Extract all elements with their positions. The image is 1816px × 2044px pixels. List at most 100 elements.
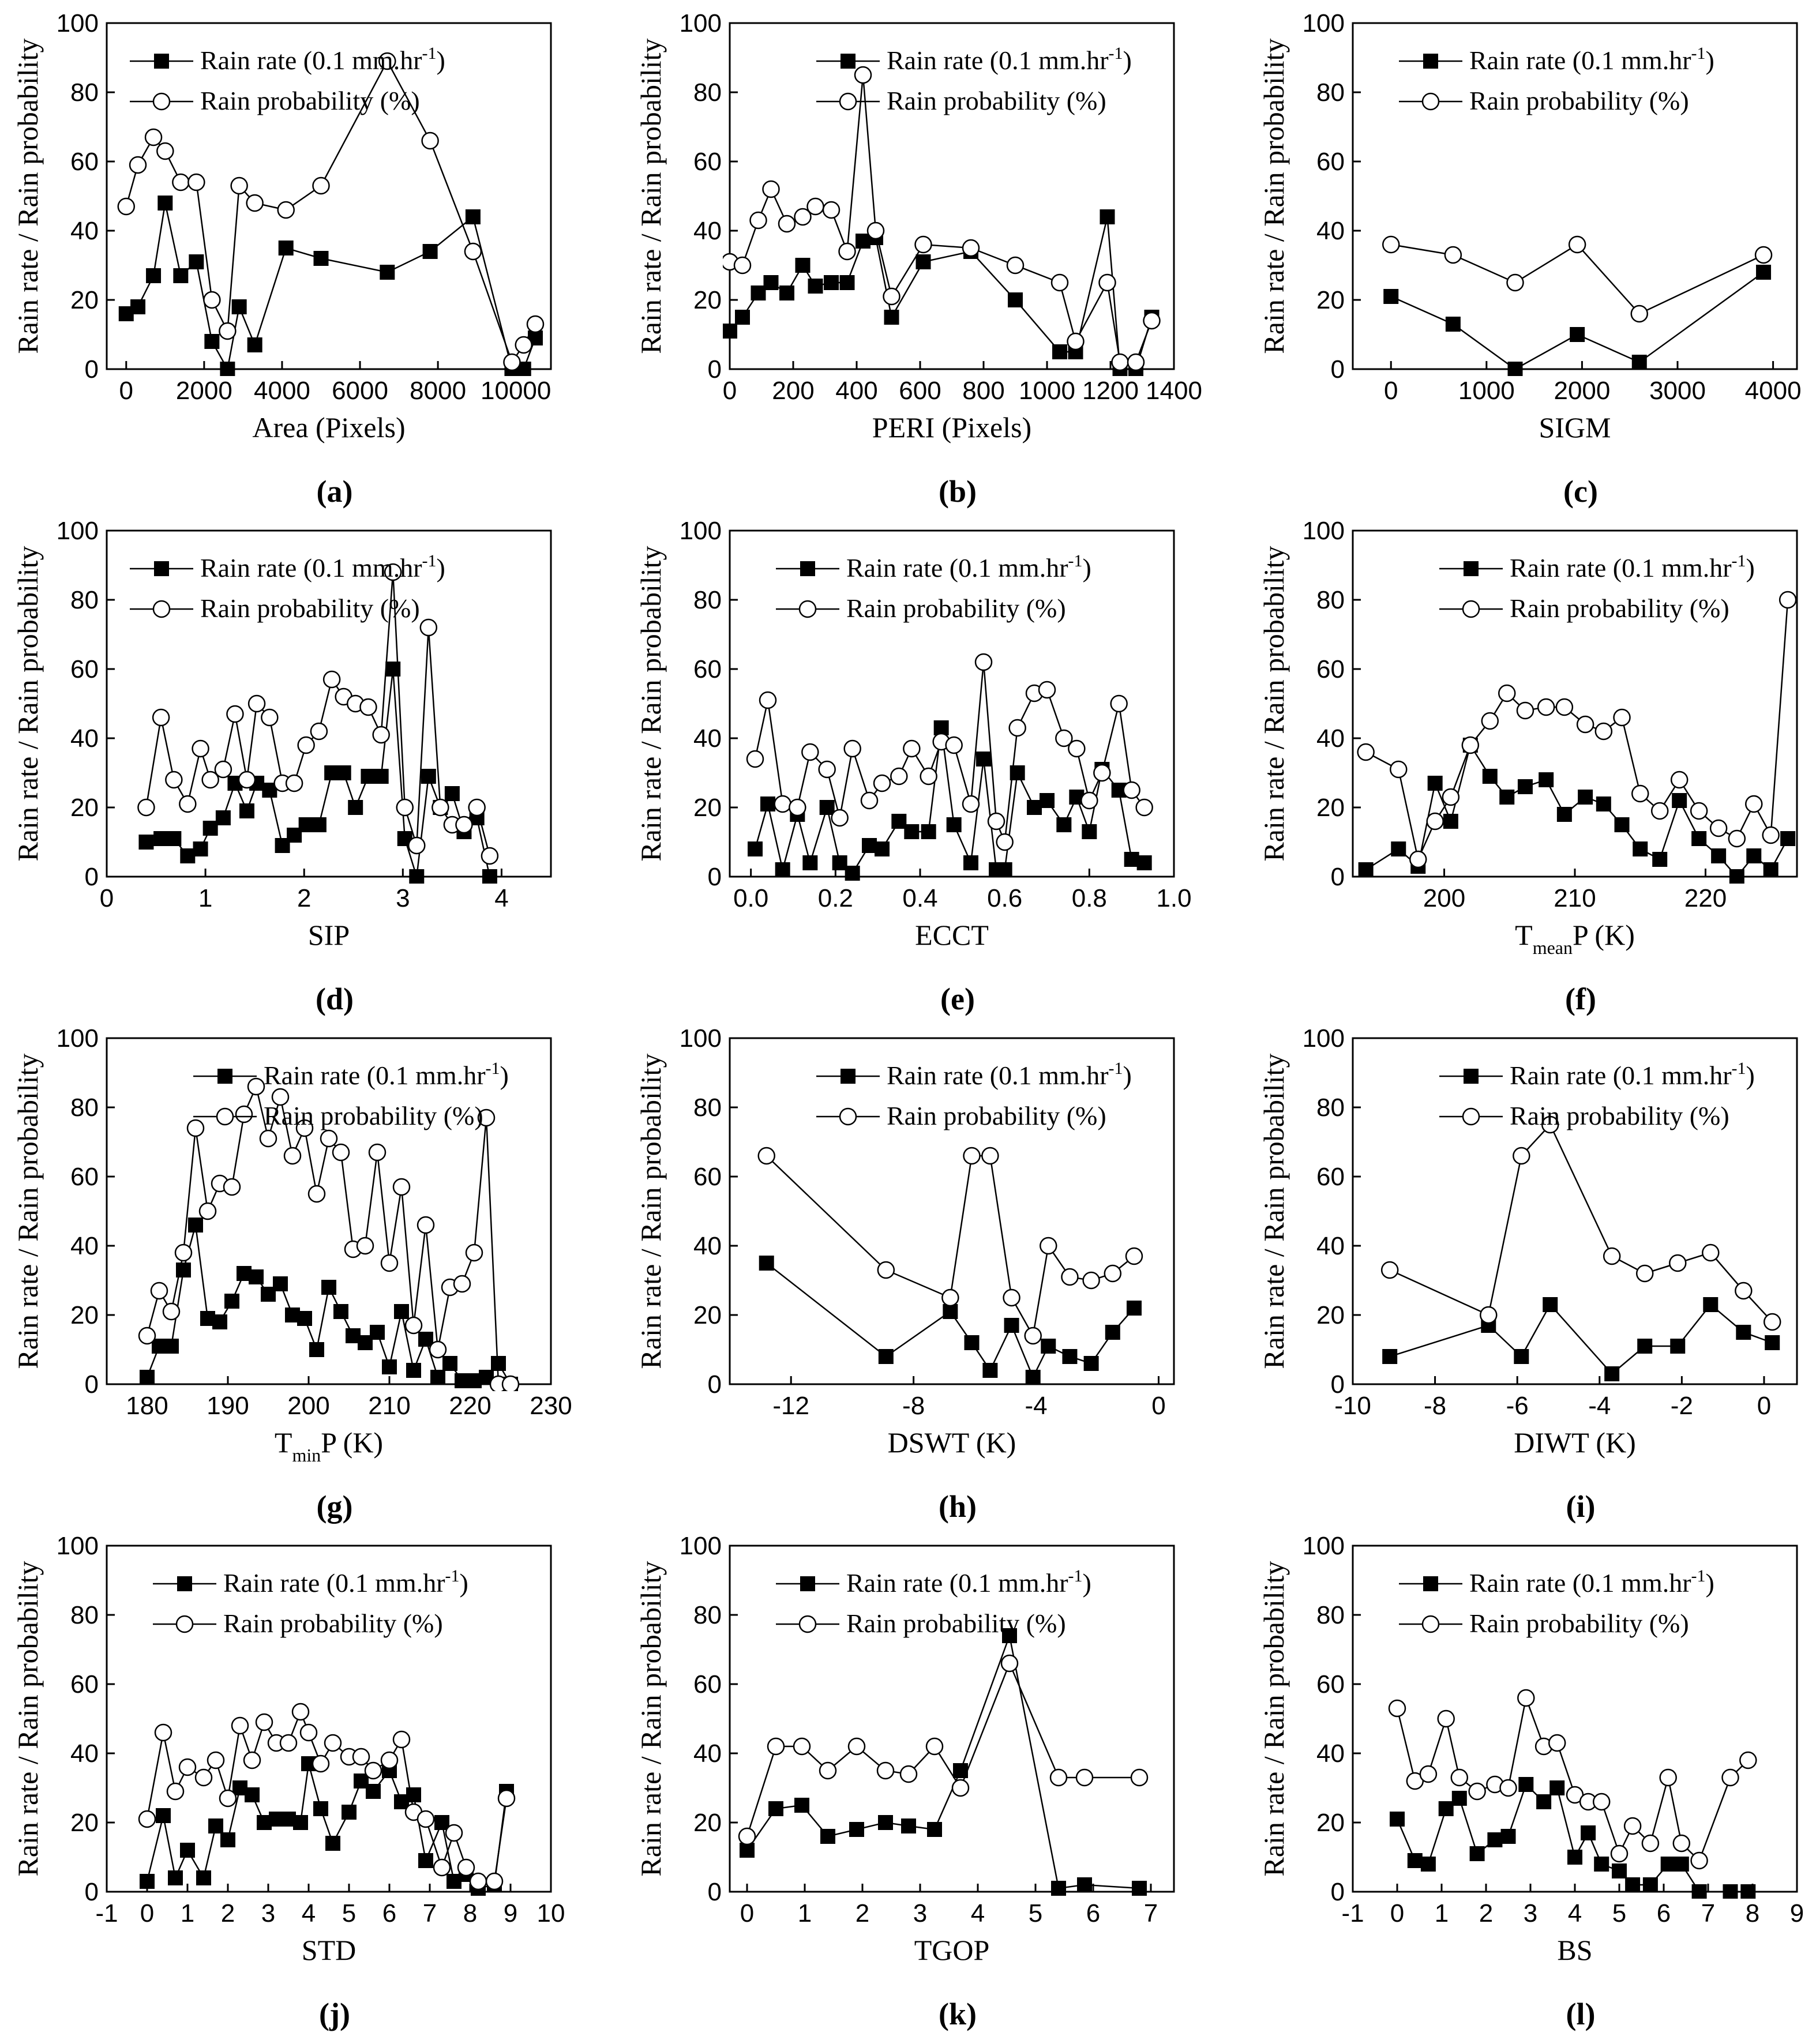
- x-tick-label: 3: [261, 1899, 275, 1927]
- x-tick-label: 6: [382, 1899, 396, 1927]
- rain-rate-point: [1482, 769, 1498, 784]
- rain-rate-point: [1040, 793, 1055, 808]
- rain-probability-point: [1690, 1851, 1708, 1870]
- x-tick-label: 2: [221, 1899, 235, 1927]
- rain-probability-point: [806, 197, 824, 216]
- legend-prob-label: Rain probability (%): [887, 86, 1106, 115]
- y-tick-label: 20: [1316, 286, 1345, 314]
- x-tick-label: 4: [302, 1899, 316, 1927]
- rain-probability-point: [1702, 1243, 1720, 1262]
- rain-rate-point: [819, 800, 835, 815]
- y-tick-label: 100: [1303, 1024, 1345, 1053]
- x-axis-label: TminP (K): [275, 1426, 383, 1466]
- rain-rate-point: [189, 254, 204, 269]
- rain-rate-point: [168, 1870, 183, 1885]
- legend-rate-marker: [841, 1069, 856, 1084]
- rain-probability-point: [230, 176, 248, 195]
- rain-probability-point: [312, 176, 330, 195]
- legend-rate-marker: [1464, 561, 1479, 576]
- rain-rate-point: [418, 1332, 433, 1347]
- x-tick-label: 6: [1086, 1899, 1100, 1927]
- rain-rate-point: [748, 841, 763, 856]
- y-tick-label: 20: [693, 794, 722, 822]
- x-tick-label: 2000: [176, 377, 232, 405]
- rain-probability-point: [1380, 1261, 1399, 1279]
- legend-rate-marker: [177, 1576, 192, 1591]
- rain-rate-point: [373, 769, 389, 784]
- rain-rate-point: [1543, 1297, 1558, 1312]
- series-group: [757, 1147, 1143, 1385]
- y-tick-label: 40: [70, 1739, 99, 1768]
- legend-rate-label: Rain rate (0.1 mm.hr-1): [1469, 44, 1714, 75]
- legend: Rain rate (0.1 mm.hr-1) Rain probability …: [1399, 44, 1714, 115]
- rain-rate-point: [1517, 779, 1533, 794]
- rain-rate-point: [348, 800, 363, 815]
- rain-rate-point: [196, 1870, 211, 1885]
- y-tick-label: 60: [70, 1670, 99, 1699]
- rain-rate-point: [760, 796, 775, 811]
- rain-rate-point: [406, 1363, 421, 1378]
- rain-rate-point: [1082, 824, 1097, 839]
- rain-probability-point: [396, 798, 414, 817]
- rain-rate-point: [795, 258, 811, 273]
- rain-probability-point: [757, 1147, 775, 1165]
- rain-probability-point: [1630, 305, 1649, 323]
- y-tick-label: 60: [70, 655, 99, 683]
- rain-rate-point: [138, 835, 154, 850]
- rain-probability-point: [138, 1810, 156, 1828]
- rain-rate-point: [130, 299, 146, 314]
- y-tick-label: 40: [693, 1739, 722, 1768]
- x-tick-label: 4: [971, 1899, 985, 1927]
- rain-rate-point: [361, 769, 376, 784]
- rain-rate-point: [1691, 1884, 1707, 1899]
- rain-probability-point: [1659, 1768, 1677, 1787]
- rain-probability-point: [1594, 722, 1613, 741]
- y-tick-label: 0: [1331, 863, 1345, 891]
- rain-probability-point: [469, 1872, 487, 1891]
- rain-probability-point: [372, 726, 390, 744]
- rain-probability-point: [392, 1178, 411, 1196]
- rain-probability-point: [1437, 1709, 1455, 1728]
- panel-label: (l): [1566, 1997, 1596, 2031]
- rain-rate-point: [1604, 1366, 1620, 1381]
- rain-probability-point: [945, 736, 963, 754]
- rain-probability-point: [1754, 246, 1773, 264]
- rain-rate-point: [1514, 1349, 1529, 1364]
- rain-probability-point: [259, 1129, 277, 1148]
- rain-rate-point: [1056, 817, 1072, 832]
- series-group: [137, 563, 499, 884]
- rain-probability-point: [1468, 1782, 1486, 1801]
- rain-rate-point: [1126, 1301, 1142, 1316]
- x-tick-label: -8: [1424, 1392, 1446, 1420]
- rain-rate-point: [409, 869, 425, 884]
- rain-probability-point: [1728, 829, 1746, 848]
- rain-rate-point: [927, 1822, 942, 1837]
- rain-probability-point: [1357, 743, 1375, 761]
- rain-rate-point: [382, 1359, 397, 1374]
- rain-rate-point: [779, 285, 794, 300]
- rain-probability-point: [831, 809, 849, 827]
- rain-rate-point: [434, 1815, 449, 1830]
- series-group: [746, 653, 1153, 881]
- legend-prob-marker: [1421, 1615, 1440, 1633]
- rain-rate-point: [1691, 831, 1707, 846]
- rain-rate-point: [1670, 1339, 1686, 1354]
- rain-rate-point: [1596, 796, 1611, 811]
- x-tick-label: 0: [723, 377, 737, 405]
- rain-probability-point: [1442, 788, 1460, 806]
- rain-rate-point: [188, 1218, 203, 1233]
- panel-d: 0 20 40 60 80 100 0 1 2 3 4 Rain rate / Rain probab…: [12, 517, 552, 1016]
- x-tick-label: 1: [798, 1899, 812, 1927]
- legend-prob-marker: [1462, 1107, 1480, 1126]
- y-axis-label: Rain rate / Rain probability: [12, 1053, 44, 1369]
- x-tick-label: -8: [902, 1392, 925, 1420]
- rain-rate-point: [1612, 1863, 1627, 1878]
- rain-rate-point: [249, 1269, 264, 1284]
- legend-prob-marker: [152, 92, 171, 111]
- legend-prob-label: Rain probability (%): [200, 86, 420, 115]
- panel-e: 0 20 40 60 80 100 0.0 0.2 0.4 0.6 0.8 1.0 Rain rate …: [635, 517, 1192, 1016]
- rain-probability-point: [1690, 802, 1708, 820]
- x-tick-label: 1: [181, 1899, 194, 1927]
